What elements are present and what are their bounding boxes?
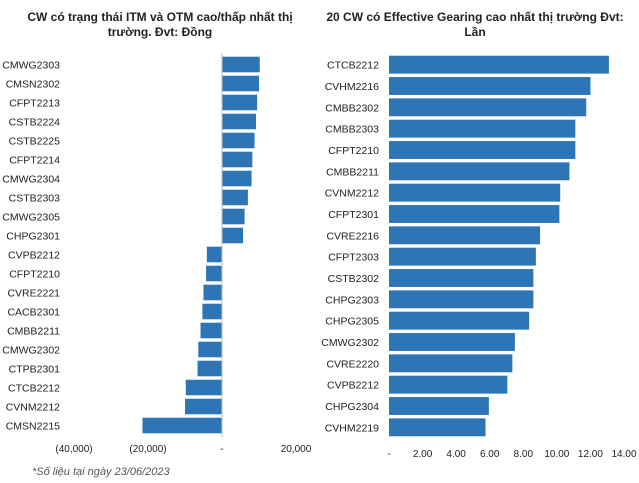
- category-label-cfpt2214: CFPT2214: [9, 155, 60, 167]
- bar-cstb2303: [222, 189, 248, 206]
- x-tick-label: 6.00: [480, 449, 500, 460]
- x-tick-label: 8.00: [514, 449, 534, 460]
- bar-cvre2221: [203, 284, 222, 301]
- bar-cmwg2305: [222, 208, 245, 225]
- category-label-cstb2303: CSTB2303: [9, 193, 61, 205]
- bar-cfpt2303: [389, 247, 536, 266]
- bar-cmbb2303: [389, 119, 576, 138]
- category-label-cstb2302: CSTB2302: [328, 273, 380, 285]
- bar-cvpb2212: [389, 375, 508, 394]
- bar-cmsn2215: [142, 417, 222, 434]
- bar-cmwg2304: [222, 170, 252, 187]
- bar-cvhm2216: [389, 77, 591, 95]
- bar-cmwg2302: [198, 341, 222, 358]
- category-label-cvnm2212: CVNM2212: [6, 402, 60, 414]
- bar-chpg2305: [389, 311, 530, 330]
- category-label-cfpt2210: CFPT2210: [328, 145, 379, 157]
- x-tick-label: 20,000: [281, 444, 312, 455]
- category-label-cacb2301: CACB2301: [7, 307, 60, 319]
- x-tick-label: 4.00: [446, 449, 466, 460]
- category-label-cvhm2216: CVHM2216: [325, 81, 379, 93]
- x-tick-label: (20,000): [129, 444, 166, 455]
- category-label-chpg2303: CHPG2303: [325, 294, 379, 306]
- category-label-cvre2221: CVRE2221: [7, 288, 60, 300]
- category-label-cmwg2304: CMWG2304: [2, 174, 60, 186]
- bar-cmsn2302: [222, 75, 259, 92]
- bar-cfpt2301: [389, 205, 560, 223]
- category-label-cmbb2303: CMBB2303: [325, 124, 379, 136]
- bar-cfpt2214: [222, 151, 253, 168]
- bar-cstb2225: [222, 132, 255, 149]
- left-chart-title: CW có trạng thái ITM và OTM cao/thấp nhấ…: [27, 10, 293, 39]
- x-tick-label: -: [387, 449, 390, 460]
- category-label-cmsn2215: CMSN2215: [6, 421, 60, 433]
- x-tick-label: 12.00: [578, 449, 603, 460]
- bar-cfpt2210: [389, 141, 576, 159]
- category-label-cmbb2302: CMBB2302: [325, 102, 379, 114]
- bar-cvre2216: [389, 226, 541, 245]
- category-label-cfpt2213: CFPT2213: [9, 98, 60, 110]
- bar-cvnm2212: [389, 183, 561, 202]
- category-label-ctpb2301: CTPB2301: [9, 364, 61, 376]
- bar-cmbb2211: [389, 162, 570, 181]
- category-label-cmwg2303: CMWG2303: [2, 60, 60, 72]
- bar-cfpt2213: [222, 94, 258, 111]
- bar-cstb2224: [222, 113, 257, 130]
- bar-ctcb2212: [185, 379, 222, 396]
- footnote: *Số liệu tại ngày 23/06/2023: [32, 466, 170, 478]
- bar-cmbb2211: [200, 322, 222, 339]
- bar-cvhm2219: [389, 418, 486, 437]
- bar-cmbb2302: [389, 98, 587, 117]
- x-tick-label: (40,000): [55, 444, 92, 455]
- bar-cmwg2302: [389, 333, 515, 351]
- bar-cacb2301: [202, 303, 222, 320]
- category-label-cfpt2301: CFPT2301: [328, 209, 379, 221]
- x-tick-label: 14.00: [611, 449, 636, 460]
- bar-cstb2302: [389, 269, 534, 287]
- category-label-cvnm2212: CVNM2212: [325, 188, 379, 200]
- category-label-cstb2225: CSTB2225: [9, 136, 61, 148]
- bar-cvpb2212: [206, 246, 222, 263]
- bar-cvre2220: [389, 354, 513, 373]
- category-label-cfpt2210: CFPT2210: [9, 269, 60, 281]
- x-tick-label: 10.00: [544, 449, 569, 460]
- bar-ctcb2212: [389, 55, 609, 74]
- category-label-cmwg2305: CMWG2305: [2, 212, 60, 224]
- right-chart-title: 20 CW có Effective Gearing cao nhất thị …: [326, 10, 624, 39]
- category-label-cvre2216: CVRE2216: [326, 230, 379, 242]
- bar-ctpb2301: [197, 360, 222, 377]
- bar-cfpt2210: [206, 265, 222, 282]
- category-label-cvpb2212: CVPB2212: [327, 380, 379, 392]
- category-label-chpg2301: CHPG2301: [6, 231, 60, 243]
- category-label-cvre2220: CVRE2220: [326, 358, 379, 370]
- x-tick-label: 2.00: [413, 449, 433, 460]
- bar-chpg2304: [389, 397, 489, 415]
- bar-chpg2301: [222, 227, 244, 244]
- bar-cvnm2212: [185, 398, 222, 415]
- category-label-cmwg2302: CMWG2302: [2, 345, 60, 357]
- category-label-chpg2305: CHPG2305: [325, 316, 379, 328]
- category-label-cstb2224: CSTB2224: [9, 117, 61, 129]
- category-label-cmsn2302: CMSN2302: [6, 79, 60, 91]
- category-label-cmbb2211: CMBB2211: [326, 166, 379, 178]
- category-label-cmbb2211: CMBB2211: [7, 326, 60, 338]
- bar-chpg2303: [389, 290, 534, 309]
- category-label-ctcb2212: CTCB2212: [327, 60, 379, 72]
- category-label-cmwg2302: CMWG2302: [321, 337, 379, 349]
- bar-cmwg2303: [222, 56, 260, 73]
- category-label-cfpt2303: CFPT2303: [328, 252, 379, 264]
- x-tick-label: -: [220, 444, 223, 455]
- category-label-cvpb2212: CVPB2212: [8, 250, 60, 262]
- category-label-cvhm2219: CVHM2219: [325, 422, 379, 434]
- category-label-ctcb2212: CTCB2212: [8, 383, 60, 395]
- category-label-chpg2304: CHPG2304: [325, 401, 379, 413]
